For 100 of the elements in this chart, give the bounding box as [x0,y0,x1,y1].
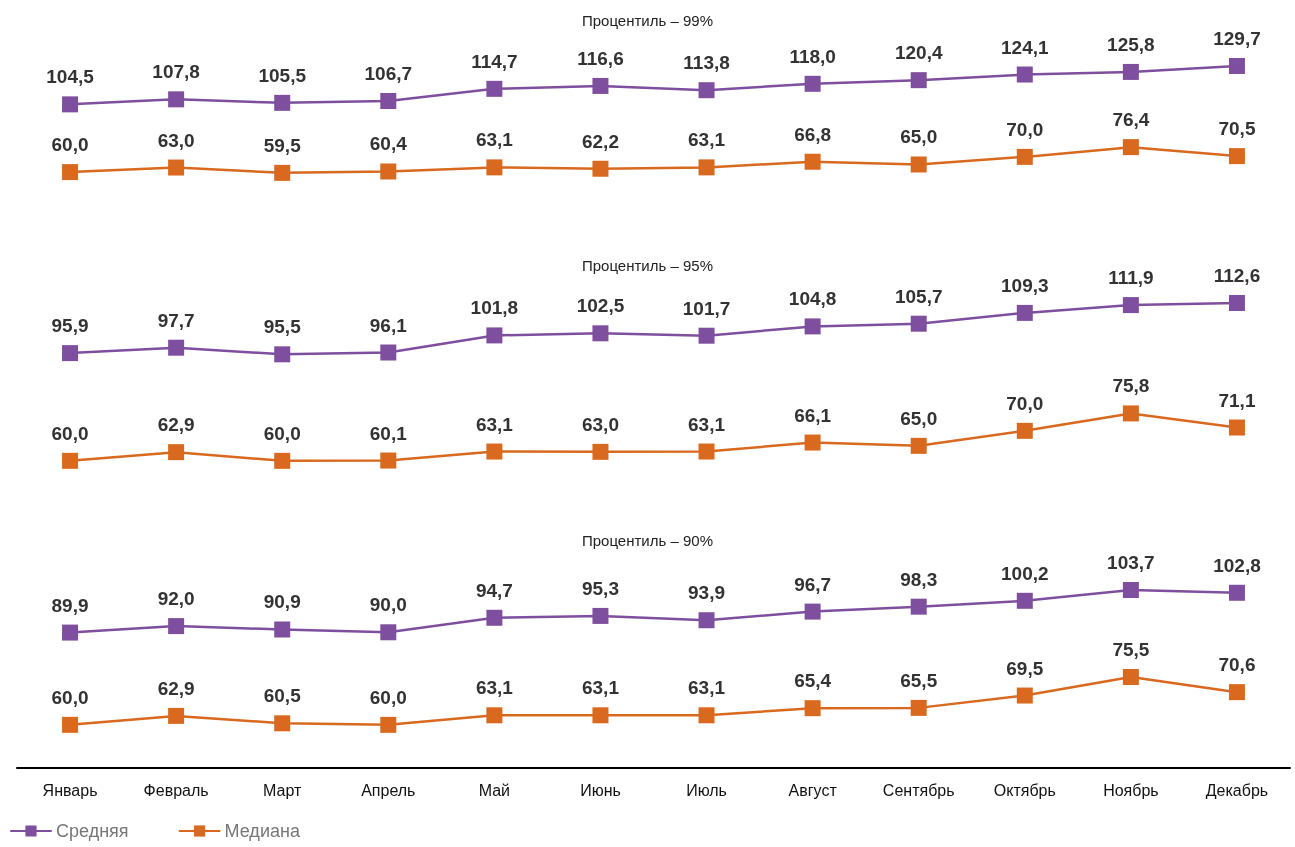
point [380,716,397,733]
point [1228,58,1245,74]
legend-label: Средняя [56,821,129,841]
data-label: 107,8 [152,61,200,83]
point [486,443,503,460]
data-label: 63,0 [157,129,195,151]
point [168,91,185,108]
data-label: 60,4 [369,133,408,155]
data-label: 60,0 [51,422,89,444]
point [380,163,397,180]
data-label: 62,9 [157,414,195,436]
data-label: 70,0 [1006,392,1044,414]
point [1016,148,1033,165]
point [1016,422,1033,439]
point [698,707,715,724]
point [380,344,397,361]
data-label: 112,6 [1213,265,1261,286]
point [62,452,79,469]
x-tick-label: Апрель [361,781,416,799]
data-label: 105,5 [258,64,307,86]
point [168,618,185,635]
point [592,707,609,724]
data-label: 100,2 [1001,562,1049,584]
point [698,159,715,176]
data-label: 70,6 [1218,654,1256,676]
point [1016,687,1033,704]
data-label: 104,8 [788,288,837,310]
data-label: 105,7 [894,285,943,307]
point [62,164,79,181]
data-label: 95,3 [581,577,619,599]
data-label: 66,1 [794,404,832,426]
point [62,624,79,641]
point [274,452,291,469]
x-tick-label: Декабрь [1205,781,1269,799]
point [592,443,609,460]
data-label: 106,7 [364,63,413,85]
point [1122,297,1139,314]
x-tick-label: Май [478,781,511,799]
data-label: 89,9 [51,594,89,616]
point [1122,139,1139,156]
point [592,160,609,177]
point [274,94,291,111]
point [804,153,821,170]
data-label: 60,0 [369,686,407,708]
data-label: 65,4 [794,670,832,692]
data-label: 69,5 [1006,657,1044,679]
data-label: 96,1 [369,314,408,336]
data-label: 60,0 [263,422,301,444]
point [486,80,503,97]
data-label: 116,6 [577,47,624,69]
point [274,621,291,638]
data-label: 120,4 [894,42,943,64]
point [1122,582,1139,598]
data-label: 63,1 [581,677,620,699]
point [168,339,185,356]
point [62,96,79,113]
data-label: 66,8 [794,123,832,145]
data-label: 63,1 [475,129,514,151]
point [1228,684,1245,701]
point [168,159,185,176]
data-label: 65,0 [900,126,938,148]
point [380,93,397,110]
data-label: 129,7 [1213,28,1261,49]
data-label: 111,9 [1108,267,1154,289]
point [910,437,927,454]
point [168,444,185,461]
data-label: 90,9 [263,591,301,613]
x-tick-label: Сентябрь [882,781,955,799]
legend-label: Медиана [224,821,301,841]
data-label: 65,0 [900,407,938,429]
data-label: 114,7 [471,50,518,72]
data-label: 60,0 [51,134,89,156]
data-label: 63,1 [688,677,726,699]
x-tick-label: Октябрь [993,781,1056,799]
data-label: 65,5 [900,669,938,691]
point [804,434,821,451]
data-label: 70,0 [1006,118,1044,140]
data-label: 101,8 [470,297,519,319]
data-label: 62,2 [581,130,619,152]
point [1016,66,1033,83]
point [592,607,609,624]
x-tick-label: Август [788,781,838,799]
data-label: 75,8 [1112,375,1150,397]
point [1228,419,1245,436]
point [1016,592,1033,609]
data-label: 124,1 [1001,36,1049,58]
data-label: 109,3 [1001,274,1049,296]
data-label: 118,0 [789,45,836,67]
data-label: 63,1 [475,413,514,435]
data-label: 76,4 [1112,109,1150,131]
point [910,72,927,89]
point [486,327,503,344]
point [62,345,79,362]
x-tick-label: Ноябрь [1103,781,1159,799]
point [62,716,79,733]
data-label: 60,0 [51,686,89,708]
point [910,156,927,173]
chart-title: Процентиль – 90% [581,532,714,549]
point [910,598,927,615]
data-label: 94,7 [475,579,513,601]
